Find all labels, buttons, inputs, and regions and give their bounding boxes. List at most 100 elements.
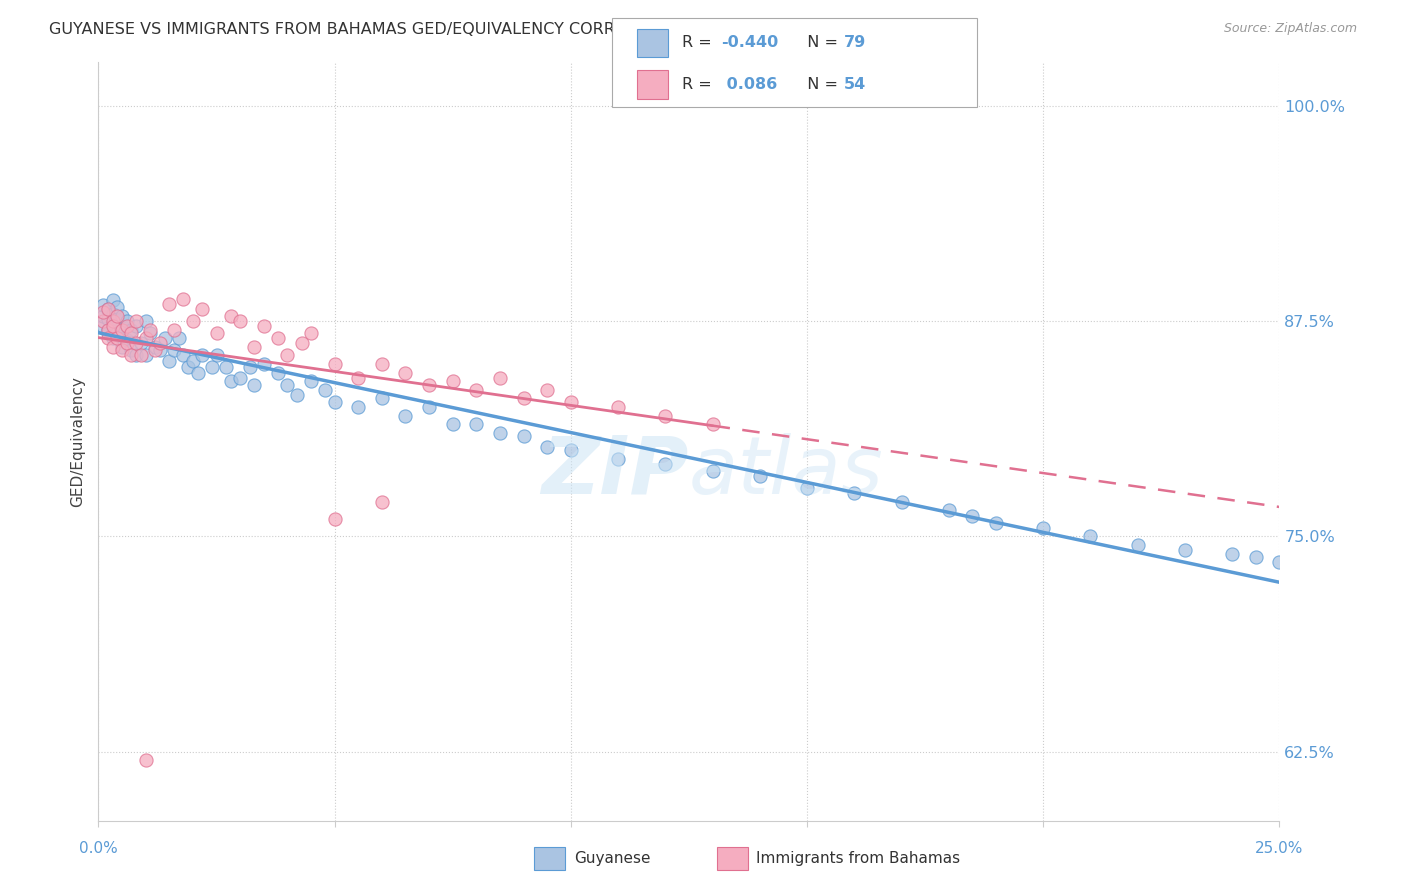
Point xyxy=(105,300,128,314)
Point xyxy=(101,293,124,308)
Point xyxy=(267,331,290,345)
Point xyxy=(135,331,157,345)
Point xyxy=(394,366,416,380)
Point xyxy=(536,383,558,397)
Point xyxy=(101,331,124,345)
Point xyxy=(418,377,440,392)
Point xyxy=(984,516,1007,530)
Point xyxy=(101,314,124,328)
Point xyxy=(219,374,242,388)
Text: 25.0%: 25.0% xyxy=(1256,841,1303,856)
Point xyxy=(654,457,676,471)
Point xyxy=(177,360,200,375)
Point xyxy=(205,326,228,340)
Point xyxy=(560,443,582,458)
Text: -0.440: -0.440 xyxy=(721,36,779,50)
Text: atlas: atlas xyxy=(689,433,884,511)
Point xyxy=(243,377,266,392)
Point xyxy=(201,360,224,375)
Point xyxy=(489,425,512,440)
Y-axis label: GED/Equivalency: GED/Equivalency xyxy=(70,376,86,507)
Point xyxy=(149,336,172,351)
Point xyxy=(125,319,148,334)
Point xyxy=(97,322,120,336)
Point xyxy=(253,357,276,371)
Point xyxy=(97,331,120,345)
Point xyxy=(139,326,162,340)
Point xyxy=(143,340,166,354)
Point xyxy=(796,481,818,495)
Text: Source: ZipAtlas.com: Source: ZipAtlas.com xyxy=(1223,22,1357,36)
Point xyxy=(105,326,128,340)
Point xyxy=(465,417,488,432)
Point xyxy=(239,360,262,375)
Point xyxy=(267,366,290,380)
Point xyxy=(111,343,134,358)
Point xyxy=(115,319,138,334)
Point xyxy=(129,348,152,362)
Point xyxy=(111,340,134,354)
Point xyxy=(512,429,534,443)
Point xyxy=(314,383,336,397)
Point xyxy=(1080,529,1102,543)
Point xyxy=(91,305,114,319)
Point xyxy=(1268,555,1291,569)
Point xyxy=(97,326,120,340)
Point xyxy=(347,371,370,385)
Point xyxy=(187,366,209,380)
Point xyxy=(371,392,394,406)
Point xyxy=(121,326,143,340)
Text: R =: R = xyxy=(682,36,717,50)
Point xyxy=(181,314,204,328)
Point xyxy=(172,292,194,306)
Point xyxy=(253,319,276,334)
Point xyxy=(323,395,346,409)
Point xyxy=(125,314,148,328)
Point xyxy=(191,301,214,316)
Point xyxy=(299,374,322,388)
Point xyxy=(115,333,138,347)
Point xyxy=(1220,547,1243,561)
Point xyxy=(91,309,114,323)
Point xyxy=(290,336,312,351)
Point xyxy=(135,753,157,767)
Point xyxy=(101,319,124,334)
Point xyxy=(702,417,724,432)
Point xyxy=(1174,543,1197,558)
Point xyxy=(139,322,162,336)
Point xyxy=(607,451,630,466)
Point xyxy=(97,312,120,326)
Point xyxy=(101,307,124,321)
Point xyxy=(702,464,724,478)
Point xyxy=(121,348,143,362)
Point xyxy=(299,326,322,340)
Point xyxy=(115,336,138,351)
Point xyxy=(135,314,157,328)
Point xyxy=(181,353,204,368)
Text: 0.086: 0.086 xyxy=(721,78,778,92)
Point xyxy=(962,508,984,523)
Point xyxy=(91,319,114,334)
Point xyxy=(121,322,143,336)
Text: Guyanese: Guyanese xyxy=(574,851,650,865)
Point xyxy=(441,374,464,388)
Point xyxy=(536,440,558,454)
Point xyxy=(163,343,186,358)
Point xyxy=(135,348,157,362)
Point xyxy=(105,312,128,326)
Point xyxy=(149,343,172,358)
Point xyxy=(101,340,124,354)
Point xyxy=(243,340,266,354)
Point xyxy=(371,357,394,371)
Point xyxy=(371,495,394,509)
Point xyxy=(115,314,138,328)
Point xyxy=(91,298,114,312)
Point xyxy=(97,301,120,316)
Point xyxy=(125,348,148,362)
Point xyxy=(1126,538,1149,552)
Point xyxy=(97,322,120,336)
Point xyxy=(101,318,124,332)
Point xyxy=(163,322,186,336)
Point xyxy=(844,486,866,500)
Point xyxy=(441,417,464,432)
